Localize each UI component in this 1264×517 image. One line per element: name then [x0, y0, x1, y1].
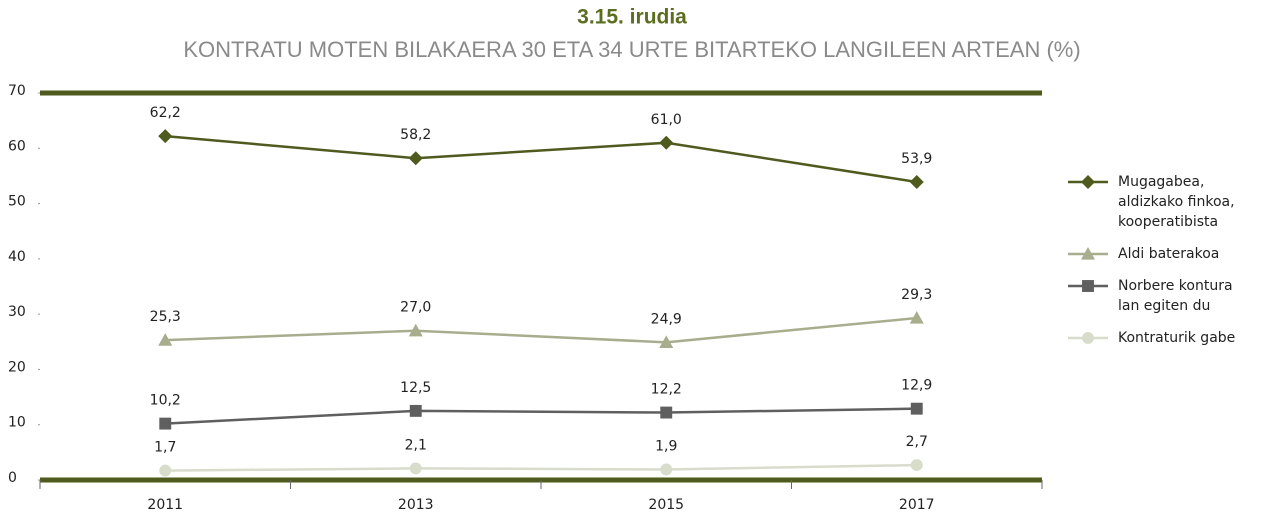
value-label: 10,2	[150, 393, 181, 409]
marker	[158, 333, 173, 346]
y-tick-label: 20	[8, 359, 26, 375]
series-line	[165, 463, 917, 472]
marker	[659, 335, 674, 348]
value-label: 61,0	[651, 112, 682, 128]
value-label: 2,1	[405, 437, 427, 453]
legend-label: Mugagabea, aldizkako finkoa, kooperatibi…	[1118, 174, 1235, 230]
legend-entry: Aldi baterakoa	[1066, 244, 1256, 264]
value-label: 62,2	[150, 105, 181, 121]
y-tick-label: 40	[8, 249, 26, 265]
value-label: 2,7	[906, 434, 928, 450]
chart-title: 3.15. irudia	[577, 6, 687, 29]
marker	[910, 459, 923, 472]
marker	[158, 129, 173, 144]
y-tick-label: 30	[8, 304, 26, 320]
value-label: 58,2	[400, 127, 431, 143]
legend-icon	[1068, 175, 1108, 189]
y-tick-label: 10	[8, 415, 26, 431]
marker	[409, 462, 422, 475]
legend-label: Aldi baterakoa	[1118, 246, 1220, 262]
x-tick-label: 2015	[648, 497, 684, 513]
marker	[159, 464, 172, 477]
value-label: 25,3	[150, 309, 181, 325]
legend-entry: Kontraturik gabe	[1066, 328, 1256, 348]
legend-icon	[1068, 280, 1108, 292]
value-label: 24,9	[651, 311, 682, 327]
series-line	[165, 134, 917, 184]
value-label: 29,3	[901, 287, 932, 303]
y-tick-label: 60	[8, 138, 26, 154]
marker	[409, 404, 422, 417]
marker	[408, 151, 423, 166]
marker	[1081, 175, 1095, 189]
value-label: 12,5	[400, 380, 431, 396]
x-tick-label: 2011	[147, 497, 183, 513]
y-tick-label: 70	[8, 83, 26, 99]
series-line	[165, 407, 917, 425]
legend-entry: Norbere kontura lan egiten du	[1066, 276, 1256, 316]
marker	[909, 175, 924, 190]
marker	[910, 402, 923, 415]
y-tick-label: 0	[8, 470, 17, 486]
legend-entry: Mugagabea, aldizkako finkoa, kooperatibi…	[1066, 172, 1256, 232]
marker	[1081, 247, 1095, 260]
value-label: 53,9	[901, 151, 932, 167]
marker	[659, 135, 674, 150]
marker	[909, 311, 924, 324]
chart-subtitle: KONTRATU MOTEN BILAKAERA 30 ETA 34 URTE …	[183, 37, 1080, 62]
value-label: 12,9	[901, 378, 932, 394]
y-tick-label: 50	[8, 194, 26, 210]
x-tick-label: 2013	[398, 497, 434, 513]
legend: Mugagabea, aldizkako finkoa, kooperatibi…	[1066, 172, 1256, 360]
marker	[159, 417, 172, 430]
value-label: 1,7	[154, 440, 176, 456]
marker	[408, 323, 423, 337]
marker	[1082, 280, 1094, 292]
legend-label: Norbere kontura lan egiten du	[1118, 278, 1233, 314]
legend-icon	[1068, 332, 1108, 344]
marker	[660, 463, 673, 476]
legend-icon	[1068, 247, 1108, 260]
legend-label: Kontraturik gabe	[1118, 330, 1236, 346]
marker	[1082, 332, 1094, 344]
value-label: 12,2	[651, 382, 682, 398]
value-label: 1,9	[655, 438, 677, 454]
value-label: 27,0	[400, 300, 431, 316]
series-line	[165, 316, 917, 344]
x-tick-label: 2017	[899, 497, 935, 513]
marker	[660, 406, 673, 419]
